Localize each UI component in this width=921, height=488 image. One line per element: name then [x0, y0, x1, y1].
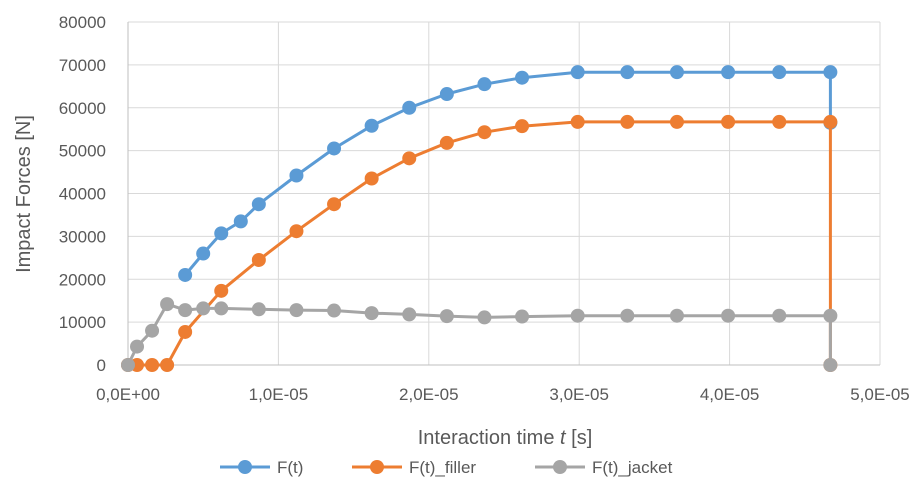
legend-marker	[370, 460, 384, 474]
x-tick-label: 1,0E-05	[249, 385, 309, 404]
x-tick-label: 3,0E-05	[549, 385, 609, 404]
data-point	[772, 65, 787, 80]
data-point	[402, 151, 417, 166]
x-tick-label: 5,0E-05	[850, 385, 910, 404]
data-point	[669, 65, 684, 80]
x-tick-label: 2,0E-05	[399, 385, 459, 404]
data-point	[477, 310, 492, 325]
y-tick-label: 40000	[59, 185, 106, 204]
data-point	[402, 307, 417, 322]
data-point	[289, 224, 304, 239]
x-axis-title-italic: t	[560, 427, 567, 449]
data-point	[214, 301, 229, 316]
y-tick-label: 80000	[59, 13, 106, 32]
legend-entry: F(t)	[220, 458, 303, 477]
data-point	[439, 87, 454, 102]
data-point	[160, 358, 175, 372]
data-point	[145, 358, 160, 372]
data-point	[145, 323, 160, 338]
x-axis-title-text: Interaction time	[418, 427, 560, 449]
data-point	[570, 65, 585, 80]
data-point	[364, 118, 379, 133]
data-point	[214, 226, 229, 241]
y-tick-label: 10000	[59, 313, 106, 332]
data-point	[364, 171, 379, 186]
legend-label: F(t)_filler	[409, 458, 476, 477]
data-point	[515, 119, 530, 134]
series-line	[184, 70, 832, 276]
data-point	[620, 65, 635, 80]
data-point	[178, 324, 193, 339]
data-point	[233, 214, 248, 229]
data-point	[515, 70, 530, 85]
legend-label: F(t)	[277, 458, 303, 477]
data-point	[620, 308, 635, 323]
data-point	[196, 246, 211, 261]
data-point	[823, 114, 838, 129]
y-tick-label: 50000	[59, 142, 106, 161]
data-point	[477, 125, 492, 140]
data-point	[823, 65, 838, 80]
y-tick-label: 70000	[59, 56, 106, 75]
data-point	[669, 308, 684, 323]
data-point	[477, 77, 492, 92]
data-point	[439, 135, 454, 150]
data-point	[121, 358, 135, 372]
legend-marker	[553, 460, 567, 474]
data-point	[772, 114, 787, 129]
x-tick-label: 4,0E-05	[700, 385, 760, 404]
legend-entry: F(t)_filler	[352, 458, 476, 477]
series-line	[126, 302, 832, 366]
data-point	[289, 168, 304, 183]
data-point	[196, 301, 211, 316]
data-point	[130, 339, 145, 354]
data-point	[402, 100, 417, 115]
data-point	[289, 303, 304, 318]
axes	[127, 22, 880, 366]
data-point	[439, 309, 454, 324]
data-point	[570, 114, 585, 129]
series-F(t)_jacket	[121, 297, 838, 372]
y-tick-label: 60000	[59, 99, 106, 118]
data-point	[178, 303, 193, 318]
data-point	[251, 302, 266, 317]
data-point	[570, 308, 585, 323]
y-tick-label: 20000	[59, 270, 106, 289]
series-group	[121, 65, 838, 372]
x-axis-title-unit: [s]	[566, 427, 593, 449]
data-point	[823, 358, 838, 372]
legend-entry: F(t)_jacket	[535, 458, 673, 477]
y-tick-label: 0	[97, 356, 106, 375]
data-point	[772, 308, 787, 323]
data-point	[178, 267, 193, 282]
data-point	[669, 114, 684, 129]
tick-labels: 0 10000 20000 30000 40000 50000 60000 70000 8000…	[59, 13, 910, 404]
data-point	[721, 65, 736, 80]
data-point	[251, 252, 266, 267]
y-tick-label: 30000	[59, 227, 106, 246]
x-axis-title: Interaction time t [s]	[418, 427, 593, 449]
legend-label: F(t)_jacket	[592, 458, 673, 477]
data-point	[214, 283, 229, 298]
data-point	[327, 141, 342, 156]
data-point	[721, 308, 736, 323]
data-point	[160, 297, 175, 312]
data-point	[327, 197, 342, 212]
x-tick-label: 0,0E+00	[96, 385, 160, 404]
legend: F(t) F(t)_filler F(t)_jacket	[220, 458, 673, 477]
data-point	[327, 303, 342, 318]
data-point	[823, 308, 838, 323]
data-point	[721, 114, 736, 129]
data-point	[515, 309, 530, 324]
legend-marker	[238, 460, 252, 474]
gridlines	[128, 21, 881, 365]
data-point	[620, 114, 635, 129]
series-line	[128, 120, 832, 367]
series-F(t)	[178, 65, 838, 282]
data-point	[364, 306, 379, 321]
y-axis-title: Impact Forces [N]	[13, 115, 35, 273]
data-point	[251, 197, 266, 212]
